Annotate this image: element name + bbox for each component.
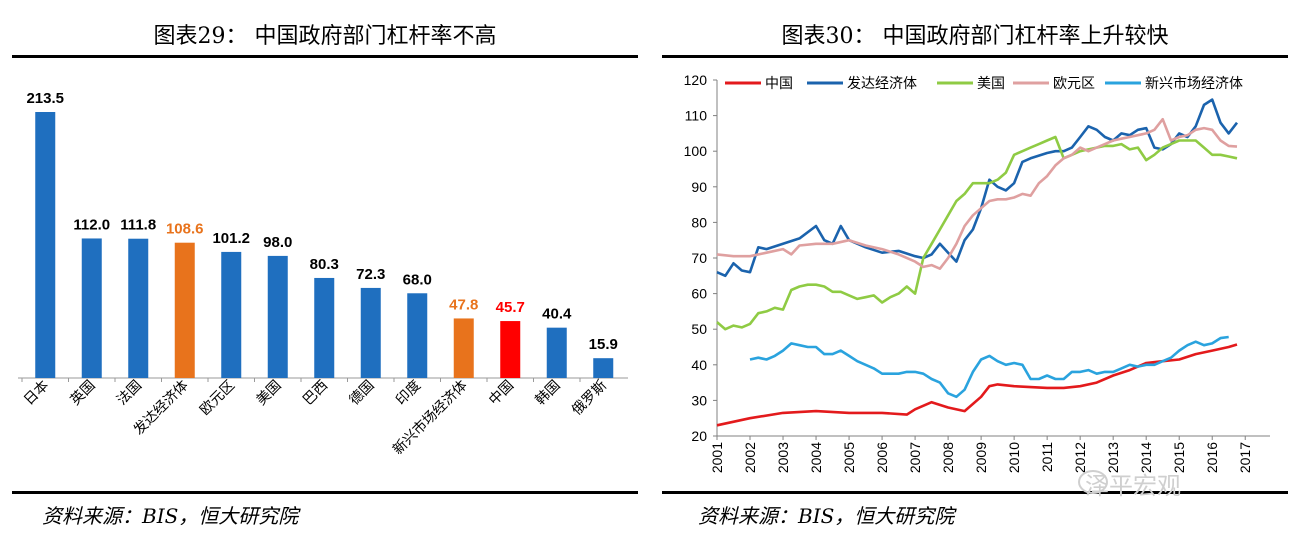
bar-10: [500, 321, 521, 378]
bar-data-label: 80.3: [310, 256, 339, 273]
x-tick-label: 2006: [874, 442, 890, 473]
bar-category-label: 英国: [67, 377, 98, 408]
bar-2: [128, 238, 149, 378]
bar-3: [174, 242, 195, 378]
watermark: 泽平宏观: [1085, 472, 1181, 500]
x-tick-label: 2005: [841, 442, 857, 473]
line-chart-top-rule: [662, 55, 1288, 58]
x-tick-label: 2007: [907, 442, 923, 473]
x-tick-label: 2013: [1105, 442, 1121, 473]
line-chart: 20 30 40 50 60 70 80 90 100 110 120 2001 2002 2003 200…: [684, 72, 1270, 473]
x-tick-label: 2009: [973, 442, 989, 473]
x-tick-label: 2011: [1039, 442, 1055, 472]
x-tick-label: 2008: [940, 442, 956, 473]
y-tick-label: 40: [691, 357, 707, 373]
bar-chart-bottom-rule: [12, 491, 638, 494]
bar-chart-source: 资料来源：BIS，恒大研究院: [42, 504, 299, 528]
bar-0: [35, 112, 56, 378]
bar-category-label: 欧元区: [196, 377, 237, 418]
legend-label: 中国: [765, 75, 793, 91]
y-tick-label: 60: [691, 286, 707, 302]
x-tick-label: 2012: [1072, 442, 1088, 473]
y-tick-label: 20: [691, 428, 707, 444]
bar-category-label: 法国: [113, 377, 144, 408]
x-tick-label: 2010: [1006, 442, 1022, 473]
line-chart-panel: 图表30： 中国政府部门杠杆率上升较快 20 30 40 50 60 70 80 90 100 1…: [650, 0, 1300, 540]
x-tick-label: 2016: [1204, 442, 1220, 473]
bar-data-label: 47.8: [449, 296, 478, 313]
y-tick-label: 110: [685, 108, 708, 124]
bar-category-label: 巴西: [299, 377, 330, 408]
bar-chart-top-rule: [12, 55, 638, 58]
y-tick-label: 90: [691, 179, 707, 195]
series-line-2: [716, 135, 1238, 331]
y-tick-label: 100: [684, 143, 708, 159]
bar-data-label: 108.6: [166, 221, 204, 238]
bar-category-label: 美国: [253, 377, 284, 408]
bar-data-label: 68.0: [403, 271, 432, 288]
bar-category-label: 俄罗斯: [568, 377, 609, 418]
series-line-3: [716, 117, 1238, 270]
bar-1: [81, 238, 102, 378]
bar-category-label: 德国: [346, 377, 377, 408]
bar-chart-title: 图表29： 中国政府部门杠杆率不高: [153, 24, 497, 49]
y-tick-label: 50: [691, 321, 707, 337]
bar-8: [407, 293, 428, 378]
bar-5: [267, 255, 288, 378]
x-tick-label: 2002: [742, 442, 758, 473]
bar-data-label: 111.8: [120, 217, 156, 234]
bar-9: [453, 318, 474, 378]
bar-12: [593, 358, 614, 378]
x-tick-label: 2014: [1138, 442, 1154, 473]
legend-label: 发达经济体: [847, 75, 917, 91]
bar-data-label: 112.0: [73, 216, 110, 233]
x-tick-label: 2017: [1237, 442, 1253, 473]
bar-4: [221, 251, 242, 378]
bar-11: [546, 327, 567, 378]
bar-chart: 213.5日本112.0英国111.8法国108.6发达经济体101.2欧元区9…: [18, 90, 628, 457]
bar-data-label: 45.7: [496, 299, 525, 316]
bar-chart-panel: 图表29： 中国政府部门杠杆率不高 213.5 日本 112.0 英国 111.8 法国 1…: [12, 24, 638, 528]
legend-label: 欧元区: [1053, 75, 1095, 91]
bar-6: [314, 277, 335, 378]
bar-data-label: 101.2: [212, 230, 250, 247]
y-tick-label: 80: [691, 214, 707, 230]
bar-category-label: 日本: [20, 377, 51, 408]
x-tick-label: 2003: [775, 442, 791, 473]
bar-data-label: 213.5: [26, 90, 64, 107]
bar-category-label: 中国: [485, 377, 516, 408]
x-tick-label: 2001: [709, 442, 725, 473]
y-tick-label: 30: [691, 392, 707, 408]
legend-label: 新兴市场经济体: [1145, 75, 1243, 91]
line-chart-source: 资料来源：BIS，恒大研究院: [698, 504, 955, 528]
series-line-4: [749, 335, 1229, 399]
x-tick-label: 2015: [1171, 442, 1187, 473]
bar-data-label: 98.0: [263, 234, 292, 251]
legend-label: 美国: [977, 75, 1005, 91]
line-chart-bottom-rule: [662, 491, 1288, 494]
bar-data-label: 15.9: [589, 336, 618, 353]
y-tick-label: 120: [684, 72, 708, 88]
x-tick-label: 2004: [808, 442, 824, 473]
bar-data-label: 72.3: [356, 266, 385, 283]
wechat-icon: [1078, 470, 1108, 494]
bar-data-label: 40.4: [542, 306, 572, 323]
line-chart-title: 图表30： 中国政府部门杠杆率上升较快: [781, 24, 1169, 49]
bar-category-label: 印度: [392, 377, 423, 408]
series-line-0: [716, 343, 1238, 427]
y-tick-label: 70: [691, 250, 707, 266]
bar-7: [360, 287, 381, 378]
bar-category-label: 韩国: [532, 377, 563, 408]
